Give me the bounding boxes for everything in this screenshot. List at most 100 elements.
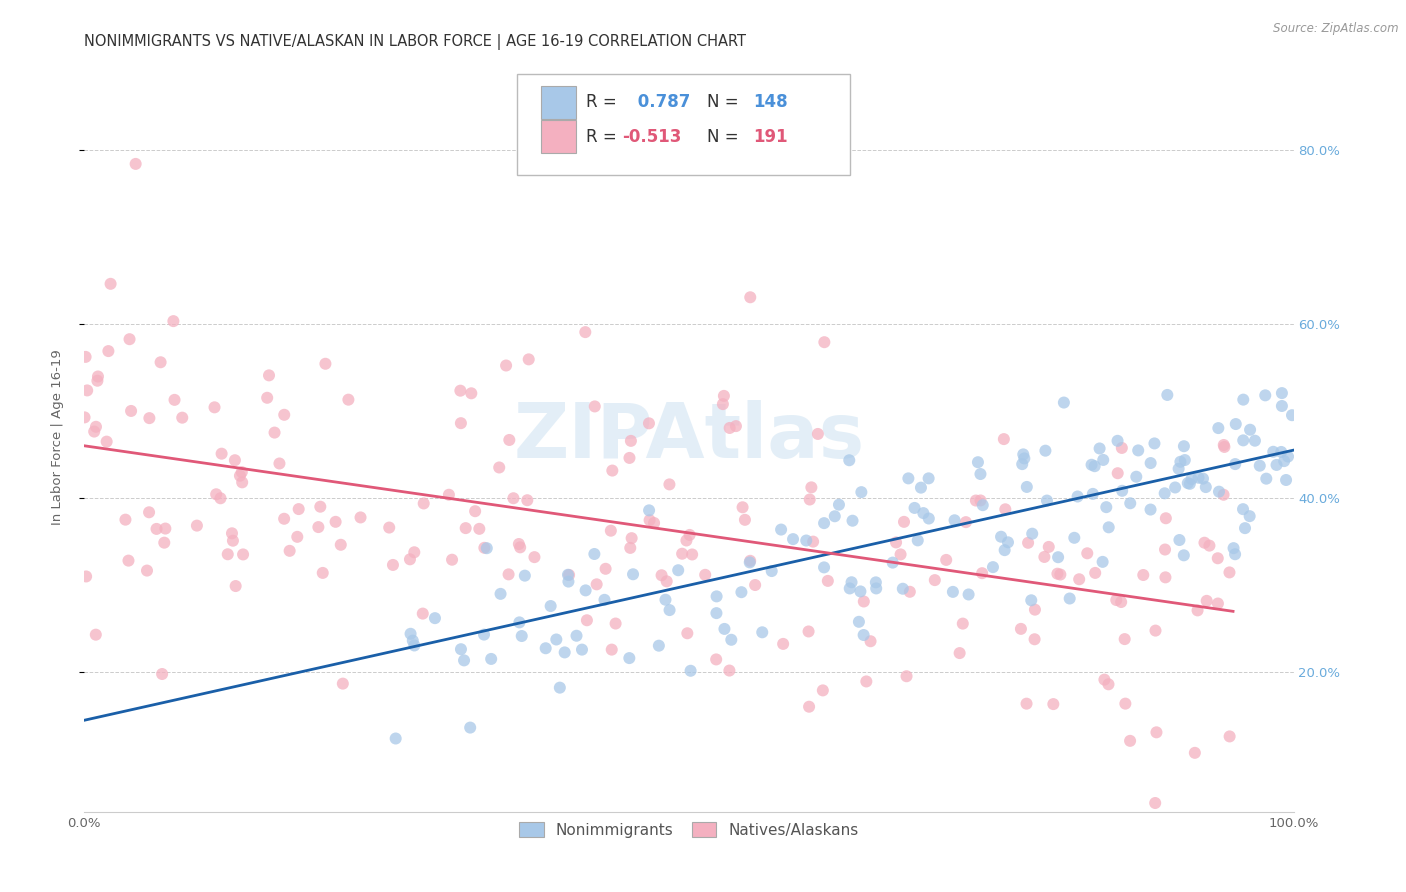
Point: [638, 513, 661, 527]
Point: [449, 384, 471, 398]
Point: [222, 533, 245, 548]
Point: [1144, 624, 1167, 638]
Point: [412, 496, 434, 510]
Point: [865, 582, 887, 596]
Point: [671, 547, 693, 561]
Point: [114, 513, 136, 527]
Point: [813, 560, 835, 574]
Point: [1069, 572, 1091, 586]
Point: [460, 386, 482, 401]
Point: [1125, 469, 1147, 483]
Point: [1198, 539, 1220, 553]
Point: [993, 432, 1015, 446]
Point: [145, 522, 167, 536]
Point: [309, 500, 332, 514]
Point: [1024, 602, 1046, 616]
Point: [681, 548, 703, 562]
Point: [957, 587, 980, 601]
Point: [1212, 488, 1234, 502]
Point: [287, 502, 309, 516]
Point: [325, 515, 347, 529]
Point: [1105, 593, 1128, 607]
Point: [772, 637, 794, 651]
Point: [965, 493, 987, 508]
Point: [263, 425, 285, 440]
Point: [731, 500, 754, 515]
Point: [378, 520, 401, 534]
Point: [1046, 566, 1069, 581]
Point: [574, 325, 596, 339]
Point: [1275, 473, 1298, 487]
Point: [1281, 408, 1303, 422]
Point: [972, 498, 994, 512]
Point: [706, 590, 728, 604]
Point: [1080, 458, 1102, 472]
Point: [678, 528, 700, 542]
Point: [349, 510, 371, 524]
Point: [600, 642, 623, 657]
Point: [666, 563, 689, 577]
Point: [1218, 566, 1240, 580]
Point: [994, 502, 1017, 516]
Point: [138, 505, 160, 519]
Point: [186, 518, 208, 533]
Point: [813, 335, 835, 350]
Point: [813, 516, 835, 530]
Point: [1012, 447, 1035, 461]
Point: [1271, 399, 1294, 413]
Point: [120, 404, 142, 418]
Point: [841, 575, 863, 590]
Point: [817, 574, 839, 588]
Point: [404, 639, 426, 653]
Point: [488, 460, 510, 475]
Point: [399, 627, 422, 641]
Point: [472, 541, 495, 555]
FancyBboxPatch shape: [517, 74, 849, 175]
Text: 0.787: 0.787: [633, 93, 690, 112]
Point: [713, 389, 735, 403]
Point: [605, 616, 627, 631]
Point: [675, 533, 697, 548]
Point: [1063, 531, 1085, 545]
Point: [1173, 439, 1195, 453]
Point: [548, 681, 571, 695]
Point: [314, 357, 336, 371]
Text: R =: R =: [586, 93, 623, 112]
Point: [711, 397, 734, 411]
Point: [404, 545, 426, 559]
Point: [1208, 421, 1230, 435]
Point: [510, 629, 533, 643]
Point: [1095, 500, 1118, 515]
Point: [1097, 677, 1119, 691]
Point: [453, 653, 475, 667]
Point: [638, 417, 661, 431]
Point: [972, 566, 994, 581]
Point: [890, 548, 912, 562]
Point: [517, 352, 540, 367]
Point: [516, 493, 538, 508]
Point: [540, 599, 562, 613]
Point: [75, 569, 97, 583]
Point: [1084, 459, 1107, 474]
Point: [1249, 458, 1271, 473]
Point: [1111, 483, 1133, 498]
Point: [508, 615, 530, 630]
Point: [1164, 481, 1187, 495]
Point: [1244, 434, 1267, 448]
Point: [1038, 540, 1060, 554]
FancyBboxPatch shape: [541, 86, 576, 119]
Text: ZIPAtlas: ZIPAtlas: [513, 401, 865, 474]
Point: [912, 506, 935, 520]
Point: [381, 558, 404, 572]
Point: [100, 277, 122, 291]
Point: [149, 355, 172, 369]
Point: [1111, 441, 1133, 455]
Point: [619, 651, 641, 665]
Point: [1208, 484, 1230, 499]
Point: [740, 554, 762, 568]
Point: [1174, 453, 1197, 467]
Point: [1212, 438, 1234, 452]
Point: [337, 392, 360, 407]
Point: [229, 468, 252, 483]
Point: [1092, 453, 1115, 467]
